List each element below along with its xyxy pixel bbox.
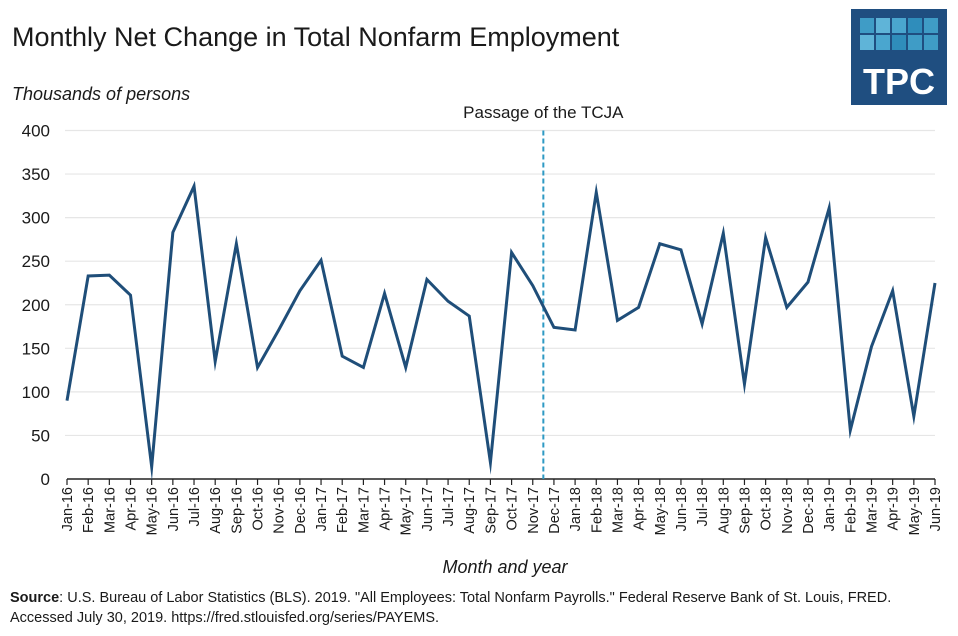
x-tick-label: Apr-17 [378,487,394,531]
source-label: Source [10,590,60,606]
x-tick-label: Aug-16 [208,487,224,534]
y-tick-label: 50 [31,426,50,445]
x-tick-label: Sep-17 [483,487,499,534]
x-tick-label: Jan-17 [314,487,330,531]
logo-square [860,35,874,50]
series-line [65,180,937,481]
tpc-logo: TPC [851,9,947,105]
x-axis-label: Month and year [442,557,568,577]
x-tick-label: Apr-18 [632,487,648,531]
x-tick-label: Oct-17 [505,487,521,531]
x-tick-label: Dec-16 [293,487,309,534]
logo-square [892,18,906,33]
x-tick-label: Apr-19 [886,487,902,531]
x-tick-label: Jun-17 [420,487,436,531]
x-tick-label: Jan-18 [568,487,584,531]
x-tick-label: Aug-18 [716,487,732,534]
y-axis-label: Thousands of persons [12,84,191,104]
y-tick-label: 300 [22,209,50,228]
x-tick-label: Nov-16 [272,487,288,534]
y-tick-label: 350 [22,165,50,184]
x-tick-label: Mar-17 [356,487,372,533]
x-tick-label: Dec-17 [547,487,563,534]
x-tick-label: Apr-16 [124,487,140,531]
y-tick-label: 0 [41,470,50,489]
x-tick-label: Aug-17 [462,487,478,534]
x-tick-label: Nov-17 [526,487,542,534]
x-tick-label: Oct-16 [251,487,267,531]
x-tick-label: Mar-19 [864,487,880,533]
y-tick-label: 200 [22,296,50,315]
logo-square [876,35,890,50]
svg-text:TPC: TPC [863,61,935,102]
tcja-annotation-label: Passage of the TCJA [463,103,624,122]
x-tick-label: Nov-18 [780,487,796,534]
y-tick-label: 400 [22,122,50,141]
logo-square [908,18,922,33]
x-tick-label: May-19 [907,487,923,535]
y-tick-label: 150 [22,339,50,358]
logo-square [892,35,906,50]
x-tick-label: Feb-17 [335,487,351,533]
x-tick-label: Mar-16 [102,487,118,533]
x-tick-label: Jun-19 [928,487,944,531]
x-tick-label: Dec-18 [801,487,817,534]
x-tick-label: Feb-18 [589,487,605,533]
y-tick-label: 100 [22,383,50,402]
x-tick-label: Jun-16 [166,487,182,531]
source-note: Source: U.S. Bureau of Labor Statistics … [10,588,950,628]
x-tick-label: Jan-16 [60,487,76,531]
logo-square [860,18,874,33]
logo-square [924,18,938,33]
x-tick-label: Jan-19 [822,487,838,531]
x-tick-label: Sep-18 [737,487,753,534]
y-tick-label: 250 [22,252,50,271]
x-tick-label: Jul-16 [187,487,203,527]
x-tick-label: Feb-16 [81,487,97,533]
x-tick-label: Jul-18 [695,487,711,527]
x-tick-label: Mar-18 [610,487,626,533]
x-tick-label: May-18 [653,487,669,535]
x-tick-label: May-17 [399,487,415,535]
logo-square [924,35,938,50]
tpc-logo-graphic: TPC [860,18,938,102]
x-tick-label: Jun-18 [674,487,690,531]
logo-square [908,35,922,50]
x-tick-label: Sep-16 [229,487,245,534]
x-tick-label: May-16 [145,487,161,535]
x-tick-label: Jul-17 [441,487,457,527]
x-tick-label: Oct-18 [759,487,775,531]
chart-title: Monthly Net Change in Total Nonfarm Empl… [12,22,620,52]
logo-square [876,18,890,33]
x-tick-label: Feb-19 [843,487,859,533]
source-text: : U.S. Bureau of Labor Statistics (BLS).… [10,590,892,626]
